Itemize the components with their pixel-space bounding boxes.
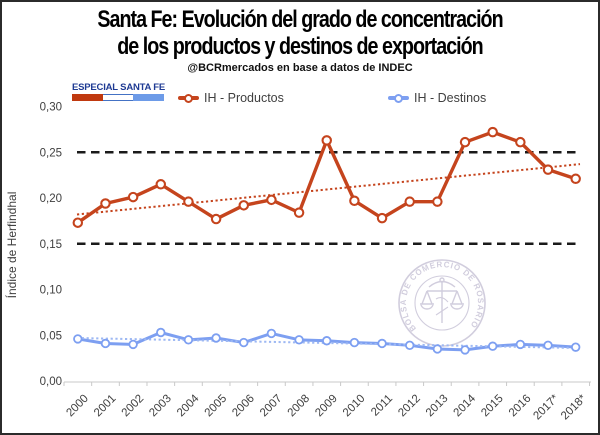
data-point-destinos-2005 (211, 333, 221, 343)
especial-santa-fe-badge: ESPECIAL SANTA FE (72, 82, 166, 101)
x-tick-label-2009: 2009 (313, 393, 340, 420)
data-point-productos-2017 (542, 164, 554, 175)
x-tick-label-2005: 2005 (203, 393, 230, 420)
y-tick-label: 0,05 (40, 330, 62, 342)
data-point-productos-2005 (210, 213, 222, 225)
chart-title: Santa Fe: Evolución del grado de concent… (2, 6, 598, 60)
y-tick-label: 0,15 (40, 239, 62, 251)
x-tick-label-2004: 2004 (175, 392, 202, 419)
data-point-productos-2003 (155, 179, 167, 190)
x-tick-label-2013: 2013 (424, 393, 451, 420)
data-point-destinos-2006 (239, 337, 249, 348)
data-point-productos-2004 (183, 196, 194, 207)
x-tick-label-2010: 2010 (341, 393, 368, 420)
data-point-destinos-2010 (349, 337, 360, 348)
x-tick-label-2015: 2015 (479, 393, 506, 420)
data-point-destinos-2000 (73, 334, 83, 344)
data-point-destinos-2001 (100, 338, 111, 349)
flag-white-segment (102, 94, 134, 101)
y-tick-label: 0,10 (40, 285, 62, 297)
data-point-destinos-2013 (432, 344, 443, 354)
legend-item-productos: IH - Productos (178, 91, 284, 105)
data-point-destinos-2018 (570, 342, 581, 352)
data-point-productos-2012 (404, 196, 415, 207)
x-tick-label-2011: 2011 (369, 393, 395, 419)
data-point-destinos-2012 (405, 340, 415, 351)
badge-label: ESPECIAL SANTA FE (72, 82, 166, 93)
chart-title-line2: de los productos y destinos de exportaci… (117, 33, 483, 60)
data-point-productos-2001 (100, 198, 111, 209)
x-tick-label-2006: 2006 (230, 393, 257, 420)
data-point-destinos-2002 (128, 339, 138, 350)
data-point-destinos-2011 (377, 338, 387, 349)
series-line-productos (76, 130, 578, 225)
data-point-destinos-2016 (515, 339, 526, 350)
data-point-productos-2010 (349, 195, 360, 206)
data-point-destinos-2014 (460, 345, 470, 355)
x-tick-label-2016: 2016 (507, 393, 534, 420)
x-tick-label-2018: 2018* (559, 392, 589, 422)
x-tick-label-2014: 2014 (452, 392, 479, 419)
badge-flag-bar (72, 94, 165, 101)
data-point-productos-2018 (570, 173, 581, 185)
data-point-productos-2013 (432, 196, 443, 207)
chart-subtitle: @BCRmercados en base a datos de INDEC (187, 62, 413, 74)
flag-red-segment (72, 94, 103, 101)
legend-label-productos: IH - Productos (204, 91, 284, 105)
x-tick-label-2017: 2017* (531, 392, 561, 422)
data-point-productos-2011 (376, 212, 388, 224)
data-point-destinos-2008 (294, 335, 304, 345)
legend-label-destinos: IH - Destinos (414, 91, 487, 105)
data-point-destinos-2009 (322, 336, 332, 346)
data-point-destinos-2015 (488, 341, 498, 351)
y-tick-label: 0,00 (40, 376, 62, 388)
bcr-watermark-seal: BOLSA DE COMERCIO DE ROSARIO (398, 259, 486, 347)
data-point-productos-2009 (321, 135, 332, 146)
x-tick-label-2003: 2003 (147, 393, 174, 420)
caduceus-scales-icon (420, 277, 464, 323)
x-tick-label-2007: 2007 (258, 393, 285, 420)
data-point-productos-2007 (266, 194, 277, 206)
data-point-destinos-2007 (266, 328, 277, 339)
y-axis-title: Índice de Herfindhal (4, 192, 19, 299)
x-tick-label-2000: 2000 (64, 393, 91, 420)
data-point-destinos-2017 (543, 340, 553, 351)
data-point-productos-2015 (487, 126, 498, 138)
data-point-destinos-2003 (156, 327, 166, 338)
y-tick-label: 0,25 (40, 147, 62, 159)
y-tick-label: 0,30 (40, 102, 62, 114)
productos-line-marker-icon (178, 93, 199, 103)
data-point-productos-2006 (238, 200, 250, 211)
destinos-line-marker-icon (388, 93, 409, 103)
data-point-productos-2000 (72, 217, 84, 228)
x-tick-label-2001: 2001 (92, 393, 119, 420)
data-point-productos-2014 (459, 136, 471, 148)
data-point-productos-2008 (293, 207, 305, 218)
legend-item-destinos: IH - Destinos (388, 91, 486, 105)
data-point-productos-2002 (127, 191, 139, 203)
x-tick-label-2002: 2002 (120, 393, 147, 420)
data-point-productos-2016 (515, 136, 526, 148)
data-point-destinos-2004 (183, 335, 194, 345)
flag-blue-segment (133, 94, 165, 101)
x-tick-label-2012: 2012 (396, 393, 423, 420)
chart-title-line1: Santa Fe: Evolución del grado de concent… (97, 6, 503, 33)
x-tick-label-2008: 2008 (286, 393, 313, 420)
y-tick-label: 0,20 (40, 193, 62, 205)
